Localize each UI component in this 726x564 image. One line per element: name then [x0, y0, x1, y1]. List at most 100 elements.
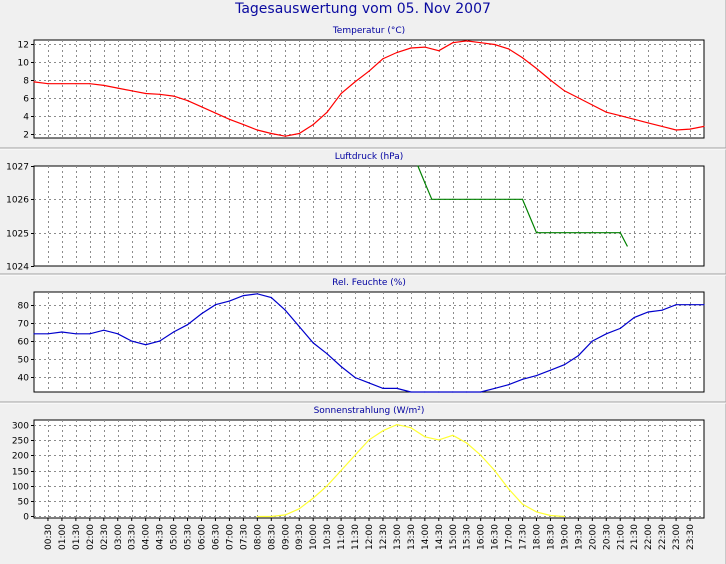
x-tick-label: 09:00	[281, 524, 291, 550]
data-point	[47, 83, 49, 85]
data-point	[619, 232, 621, 234]
x-tick-label: 17:00	[505, 524, 515, 550]
x-tick-label: 18:30	[546, 524, 556, 550]
data-point	[382, 58, 384, 60]
data-point	[200, 106, 203, 108]
x-tick-label: 10:30	[323, 524, 333, 550]
y-tick-label: 70	[18, 320, 30, 330]
panel-title: Rel. Feuchte (%)	[332, 278, 406, 288]
x-tick-label: 21:00	[616, 524, 626, 550]
x-tick-label: 10:00	[309, 524, 319, 550]
data-point	[452, 42, 454, 44]
y-tick-label: 100	[12, 483, 29, 493]
data-point	[535, 232, 538, 234]
data-point	[354, 376, 356, 379]
data-point	[396, 51, 398, 54]
x-tick-label: 13:30	[407, 524, 417, 550]
data-point	[186, 100, 189, 102]
y-tick-label: 10	[18, 59, 30, 69]
y-tick-label: 250	[12, 437, 29, 447]
data-point	[89, 333, 91, 335]
data-point	[549, 232, 552, 234]
data-point	[563, 515, 566, 518]
y-tick-label: 8	[23, 77, 29, 87]
y-tick-label: 150	[12, 468, 29, 478]
data-point	[284, 514, 286, 516]
data-point	[689, 304, 691, 306]
plot-area	[33, 39, 705, 139]
data-point	[605, 232, 607, 234]
data-point	[549, 79, 552, 81]
panel-title: Temperatur (°C)	[332, 26, 405, 36]
data-point	[131, 340, 133, 342]
data-point	[396, 424, 398, 426]
x-tick-label: 15:30	[463, 524, 473, 550]
data-point	[633, 118, 635, 120]
x-tick-label: 05:00	[170, 524, 180, 550]
data-point	[508, 198, 510, 200]
data-point	[214, 112, 217, 114]
y-tick-label: 50	[18, 356, 30, 366]
data-point	[312, 497, 314, 499]
x-tick-label: 22:30	[658, 524, 668, 550]
data-point	[410, 391, 412, 393]
y-tick-label: 2	[23, 131, 29, 141]
data-point	[577, 97, 580, 99]
data-point	[508, 48, 510, 50]
data-point	[368, 439, 370, 441]
data-point	[494, 43, 496, 46]
data-point	[326, 353, 328, 355]
data-point	[480, 454, 482, 456]
data-point	[33, 333, 35, 335]
data-point	[270, 296, 272, 299]
data-point	[354, 454, 356, 456]
x-tick-label: 16:00	[477, 524, 487, 550]
x-tick-label: 14:00	[421, 524, 431, 550]
data-point	[117, 333, 119, 335]
data-point	[563, 232, 566, 234]
data-point	[661, 309, 663, 311]
x-tick-label: 13:00	[393, 524, 403, 550]
data-point	[256, 129, 258, 131]
data-point	[521, 57, 524, 59]
data-point	[89, 83, 91, 85]
y-tick-label: 4	[23, 113, 29, 123]
data-point	[591, 104, 593, 106]
data-point	[549, 369, 552, 371]
x-tick-label: 17:30	[519, 524, 529, 550]
data-point	[186, 324, 189, 326]
data-point	[438, 439, 440, 441]
data-point	[647, 311, 649, 313]
data-point	[417, 165, 419, 167]
data-point	[340, 365, 342, 368]
data-point	[200, 313, 203, 315]
data-point	[159, 93, 161, 95]
x-tick-label: 04:30	[156, 524, 166, 550]
data-point	[521, 378, 524, 380]
data-point	[326, 485, 328, 487]
data-point	[103, 84, 105, 86]
data-point	[410, 427, 412, 429]
data-point	[494, 387, 496, 389]
x-tick-label: 22:00	[644, 524, 654, 550]
data-point	[466, 391, 468, 393]
data-point	[703, 304, 705, 306]
x-tick-label: 07:00	[225, 524, 235, 550]
y-tick-label: 6	[23, 95, 29, 105]
data-point	[242, 295, 244, 297]
data-point	[647, 122, 649, 124]
data-point	[549, 514, 552, 517]
x-tick-label: 00:30	[44, 524, 54, 550]
data-point	[340, 92, 342, 95]
panel-title: Sonnenstrahlung (W/m²)	[314, 406, 425, 416]
data-point	[159, 340, 161, 342]
data-point	[494, 469, 496, 472]
data-point	[173, 331, 175, 333]
data-point	[480, 391, 482, 393]
x-tick-label: 06:00	[198, 524, 208, 550]
data-point	[703, 125, 705, 127]
x-tick-label: 15:00	[449, 524, 459, 550]
data-point	[368, 70, 370, 72]
data-point	[452, 391, 454, 393]
